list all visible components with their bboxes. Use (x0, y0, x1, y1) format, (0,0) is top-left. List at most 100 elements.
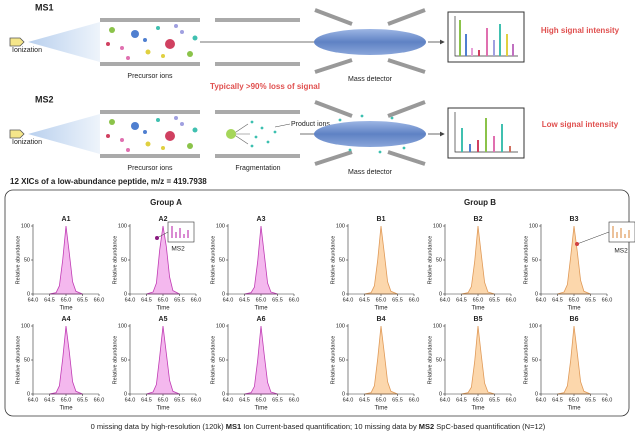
y-tick-label: 100 (433, 323, 442, 329)
spectrum-bars (461, 118, 511, 152)
chart-title: B2 (474, 216, 483, 223)
y-tick-label: 50 (219, 257, 225, 263)
y-axis-label: Relative abundance (427, 236, 433, 285)
y-tick-label: 0 (535, 391, 538, 397)
tube (100, 18, 200, 22)
y-axis-label: Relative abundance (523, 336, 529, 385)
x-tick-label: 65.5 (392, 297, 403, 303)
x-tick-label: 65.5 (489, 297, 500, 303)
ion-dot (156, 26, 160, 30)
chart-title: A1 (62, 216, 71, 223)
plate (314, 100, 353, 118)
x-tick-label: 66.0 (289, 397, 300, 403)
x-tick-label: 65.0 (158, 397, 169, 403)
ionization-label: Ionization (12, 139, 42, 146)
ion-dot (165, 39, 175, 49)
chart-title: B6 (570, 316, 579, 323)
ion-dot (180, 30, 184, 34)
ion-dot (126, 56, 130, 60)
inset-label: MS2 (614, 248, 628, 255)
y-axis-label: Relative abundance (330, 236, 336, 285)
y-tick-label: 50 (339, 357, 345, 363)
x-axis-label: Time (254, 306, 268, 312)
axes (227, 324, 294, 395)
peak-area (364, 325, 398, 395)
x-tick-label: 64.5 (552, 397, 563, 403)
chart-title: B3 (570, 216, 579, 223)
y-tick-label: 50 (121, 357, 127, 363)
peak-area (49, 225, 83, 295)
ion-dot (187, 51, 193, 57)
x-tick-label: 66.0 (506, 397, 517, 403)
ms2-schematic: MS2 Ionization Typically >90% loss of si… (9, 82, 619, 176)
x-axis-label: Time (374, 406, 388, 412)
axes (444, 324, 511, 395)
y-tick-label: 100 (118, 223, 127, 229)
peak-area (364, 225, 398, 295)
spectrum-axes (454, 16, 518, 57)
ms1-label: MS1 (35, 2, 54, 12)
y-axis-label: Relative abundance (210, 336, 216, 385)
x-tick-label: 64.0 (125, 297, 136, 303)
ion-dot (109, 27, 115, 33)
y-tick-label: 0 (222, 391, 225, 397)
result-label: High signal intensity (540, 26, 620, 35)
y-tick-label: 100 (529, 323, 538, 329)
ion-dot (174, 24, 178, 28)
axes (129, 324, 196, 395)
peak-area (146, 325, 180, 395)
tube (215, 110, 300, 114)
result-label: Low signal intensity (541, 120, 619, 129)
ion-dot (161, 54, 165, 58)
inset-dot (575, 242, 579, 246)
tube (215, 154, 300, 158)
ion-dot (120, 138, 124, 142)
x-axis-label: Time (156, 406, 170, 412)
x-tick-label: 64.0 (28, 297, 39, 303)
x-tick-label: 66.0 (506, 297, 517, 303)
x-tick-label: 66.0 (289, 297, 300, 303)
y-axis-label: Relative abundance (210, 236, 216, 285)
x-tick-label: 64.0 (440, 297, 451, 303)
detector-ions (338, 114, 406, 154)
xic-charts: A1 0 50 100 64.0 64.5 65.0 65.5 66.0 Time Relative… (15, 216, 635, 412)
x-tick-label: 65.0 (61, 297, 72, 303)
x-tick-label: 64.5 (44, 397, 55, 403)
x-tick-label: 65.0 (569, 397, 580, 403)
y-tick-label: 50 (24, 257, 30, 263)
peak-area (557, 325, 591, 395)
chart-title: A4 (62, 316, 71, 323)
chart-title: B1 (377, 216, 386, 223)
ion-cone (28, 114, 100, 154)
y-tick-label: 0 (342, 291, 345, 297)
y-tick-label: 100 (529, 223, 538, 229)
axes (347, 224, 414, 295)
x-tick-label: 66.0 (409, 297, 420, 303)
chart-title: A2 (159, 216, 168, 223)
chart-title: B5 (474, 316, 483, 323)
precursor-label: Precursor ions (127, 73, 173, 80)
loss-label: Typically >90% loss of signal (210, 82, 320, 91)
y-tick-label: 0 (124, 391, 127, 397)
x-tick-label: 66.0 (191, 397, 202, 403)
x-tick-label: 64.5 (239, 297, 250, 303)
x-tick-label: 65.5 (585, 297, 596, 303)
peak-area (557, 225, 591, 295)
ion-dot (145, 49, 151, 55)
inset-label: MS2 (171, 246, 185, 253)
footer-text: Ion Current-based quantification; 10 mis… (241, 422, 419, 431)
ion-dot (143, 130, 147, 134)
y-tick-label: 50 (121, 257, 127, 263)
x-axis-label: Time (374, 306, 388, 312)
axes (129, 224, 196, 295)
ion-dot (180, 122, 184, 126)
xic-title: 12 XICs of a low-abundance peptide, m/z … (10, 177, 207, 186)
x-tick-label: 64.5 (456, 397, 467, 403)
x-tick-label: 65.0 (158, 297, 169, 303)
group-title: Group A (150, 198, 182, 207)
x-tick-label: 64.0 (536, 297, 547, 303)
x-tick-label: 64.0 (125, 397, 136, 403)
axes (540, 324, 607, 395)
ion-dot (156, 118, 160, 122)
footer-text: MS1 (226, 422, 241, 431)
